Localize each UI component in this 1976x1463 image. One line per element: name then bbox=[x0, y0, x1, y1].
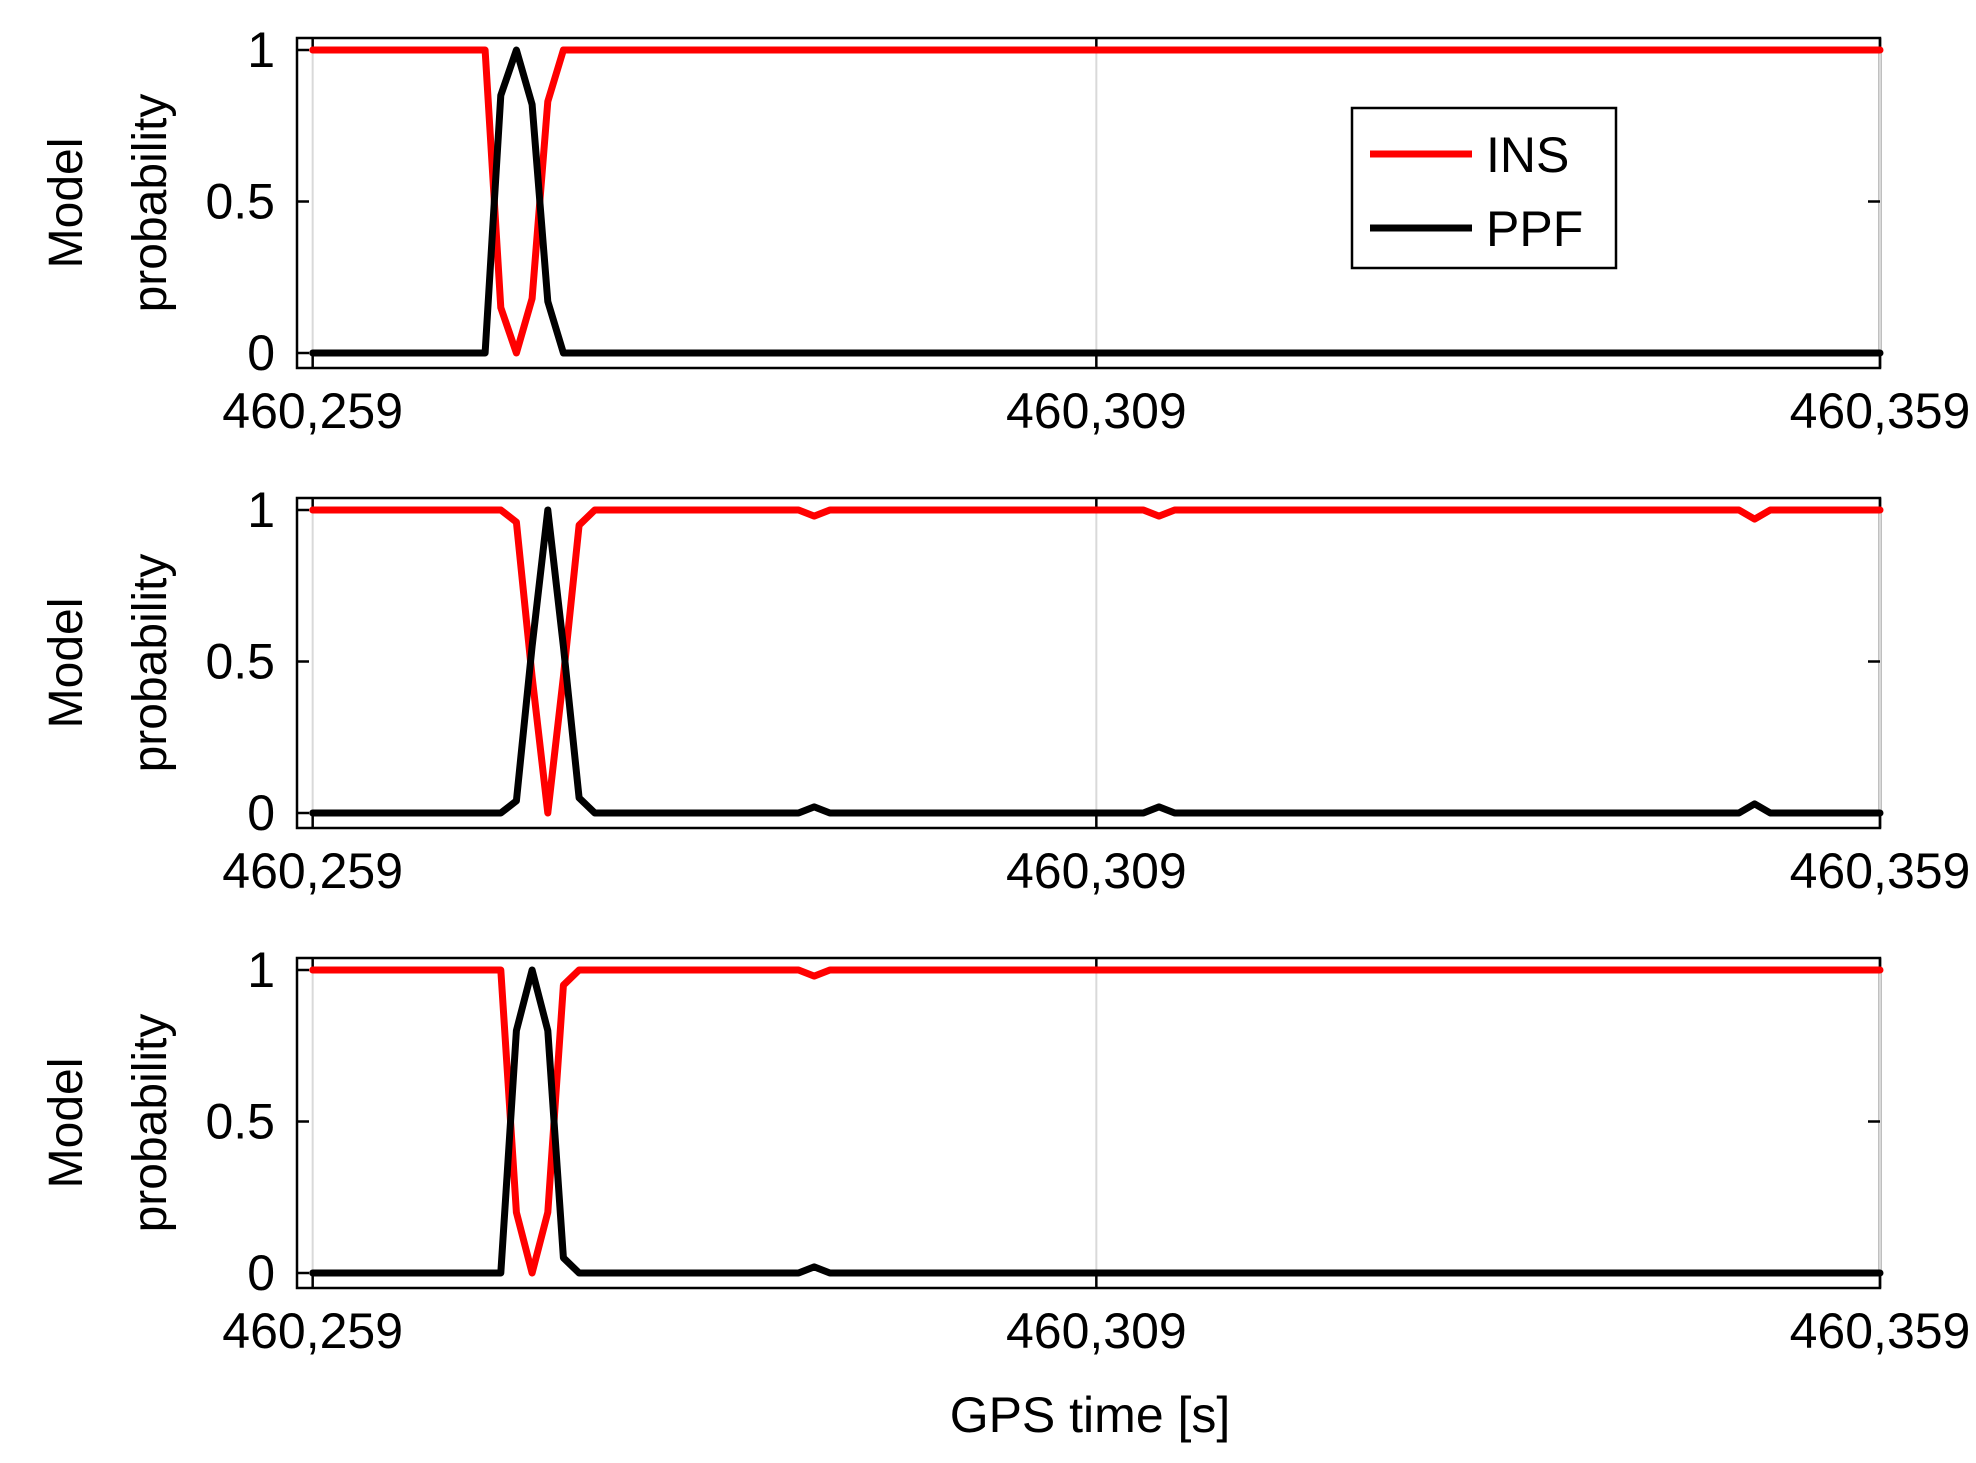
y-tick-label: 0.5 bbox=[205, 634, 275, 690]
x-tick-label: 460,359 bbox=[1790, 843, 1971, 899]
series-line-ppf bbox=[309, 506, 1884, 817]
x-tick-label: 460,309 bbox=[1006, 1303, 1187, 1359]
subplot-3: 460,259 460,309 460,359 0 0.5 1 Model probabili… bbox=[40, 942, 1970, 1359]
x-axis-label: GPS time [s] bbox=[950, 1387, 1231, 1443]
x-tick-label: 460,259 bbox=[222, 1303, 403, 1359]
y-tick-label: 0.5 bbox=[205, 174, 275, 230]
y-axis-label-line: Model bbox=[40, 598, 93, 729]
axes-frame bbox=[295, 36, 1882, 370]
y-axis-label-line: Model bbox=[40, 138, 93, 269]
series-line-ins bbox=[309, 46, 1884, 357]
series-line-ins bbox=[309, 966, 1884, 1277]
y-tick-label: 0 bbox=[247, 325, 275, 381]
y-tick-label: 0 bbox=[247, 1245, 275, 1301]
axes-frame bbox=[295, 496, 1882, 830]
y-tick-label: 0 bbox=[247, 785, 275, 841]
x-tick-label: 460,259 bbox=[222, 383, 403, 439]
legend-label-ins: INS bbox=[1486, 127, 1569, 183]
x-tick-label: 460,259 bbox=[222, 843, 403, 899]
legend-label-ppf: PPF bbox=[1486, 201, 1583, 257]
y-axis-label-line: Model bbox=[40, 1058, 93, 1189]
y-tick-label: 0.5 bbox=[205, 1094, 275, 1150]
x-tick-label: 460,359 bbox=[1790, 383, 1971, 439]
x-tick-label: 460,309 bbox=[1006, 383, 1187, 439]
y-axis-label: Model probability bbox=[40, 94, 177, 313]
y-tick-label: 1 bbox=[247, 942, 275, 998]
legend: INS PPF bbox=[1350, 106, 1618, 270]
subplot-2: 460,259 460,309 460,359 0 0.5 1 Model probabili… bbox=[40, 482, 1970, 899]
y-axis-label-line: probability bbox=[124, 94, 177, 313]
subplot-1: 460,259 460,309 460,359 0 0.5 1 Model probabili… bbox=[40, 22, 1970, 439]
y-axis-label-line: probability bbox=[124, 554, 177, 773]
series-line-ppf bbox=[309, 46, 1884, 357]
y-tick-label: 1 bbox=[247, 22, 275, 78]
y-axis-label-line: probability bbox=[124, 1014, 177, 1233]
legend-box bbox=[1350, 106, 1618, 270]
y-axis-label: Model probability bbox=[40, 554, 177, 773]
x-tick-label: 460,309 bbox=[1006, 843, 1187, 899]
series-line-ppf bbox=[309, 966, 1884, 1277]
axes-frame bbox=[295, 956, 1882, 1290]
x-tick-label: 460,359 bbox=[1790, 1303, 1971, 1359]
y-axis-label: Model probability bbox=[40, 1014, 177, 1233]
y-tick-label: 1 bbox=[247, 482, 275, 538]
